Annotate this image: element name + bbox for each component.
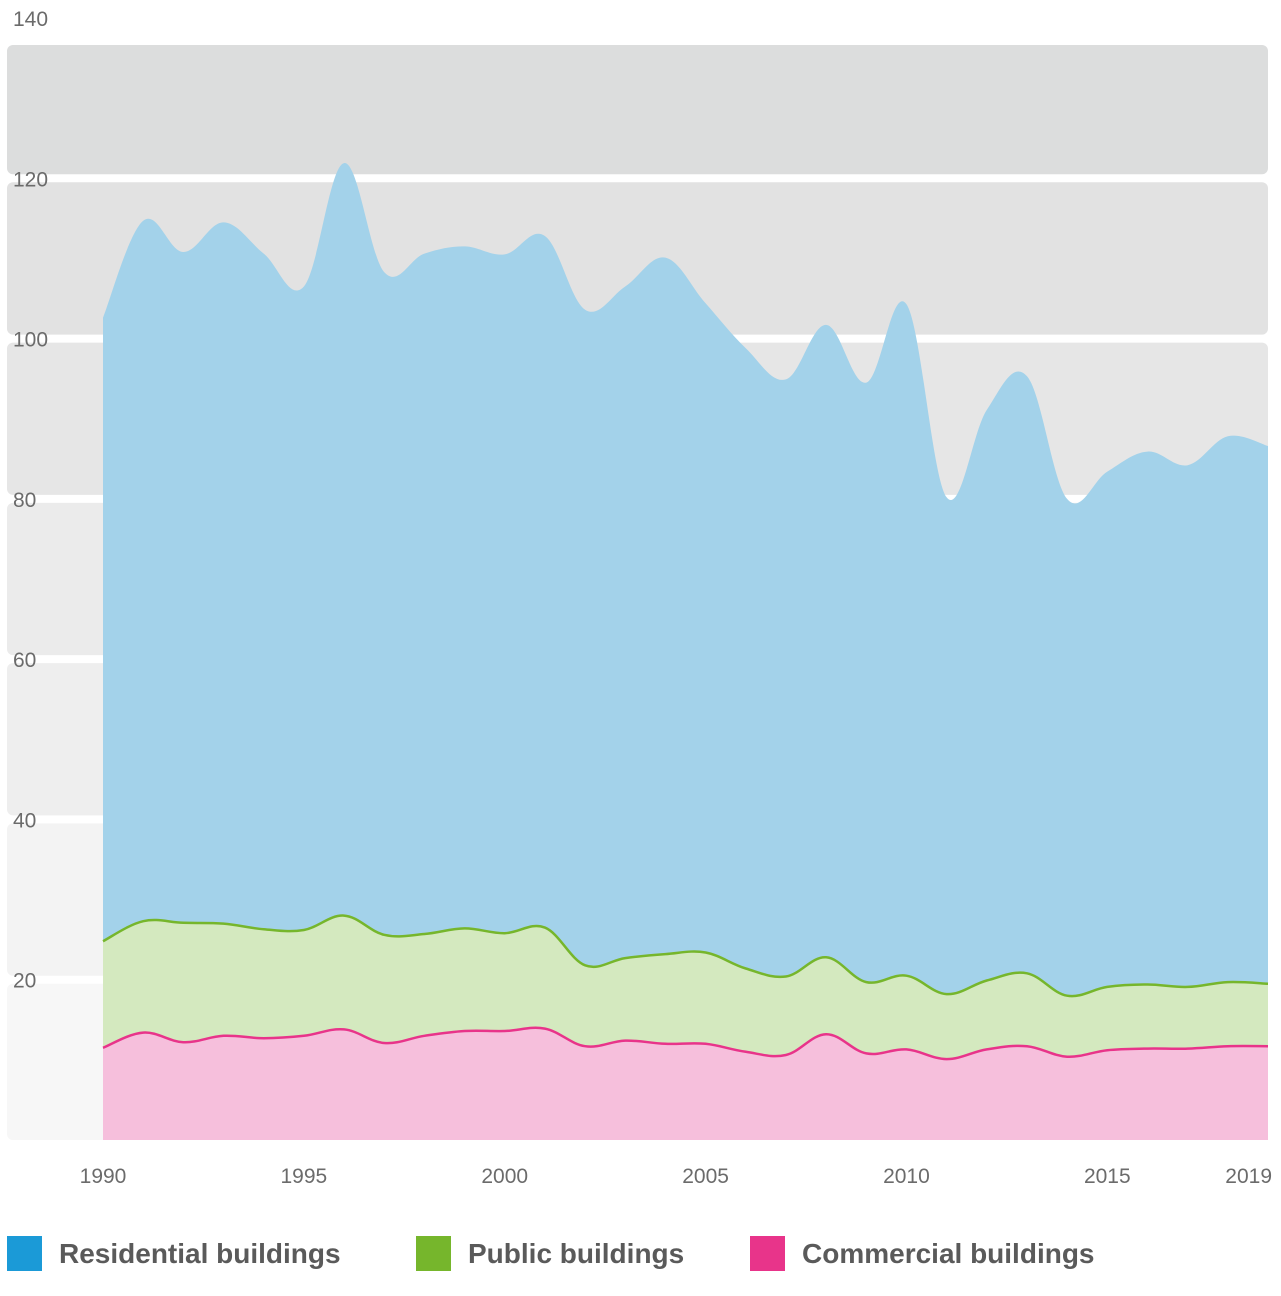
x-axis-ticks: 1990 1995 2000 2005 2010 2015 2019 bbox=[80, 1165, 1272, 1188]
x-tick-label: 1995 bbox=[281, 1165, 328, 1188]
legend-swatch-commercial bbox=[750, 1236, 785, 1271]
x-tick-label: 2019 bbox=[1225, 1165, 1272, 1188]
legend-item-residential[interactable]: Residential buildings bbox=[7, 1236, 341, 1271]
x-tick-label: 2010 bbox=[883, 1165, 930, 1188]
grid-band bbox=[7, 45, 1268, 175]
line-commercial bbox=[102, 1026, 1269, 1061]
legend: Residential buildings Public buildings C… bbox=[0, 1236, 1281, 1296]
y-tick-label: 60 bbox=[13, 649, 36, 672]
x-tick-label: 2015 bbox=[1084, 1165, 1131, 1188]
y-tick-label: 20 bbox=[13, 970, 36, 993]
area-commercial bbox=[103, 1027, 1268, 1140]
x-tick-label: 2005 bbox=[682, 1165, 729, 1188]
x-tick-label: 1990 bbox=[80, 1165, 127, 1188]
line-public bbox=[102, 914, 1269, 998]
y-tick-label: 120 bbox=[13, 168, 48, 191]
area-residential bbox=[103, 163, 1268, 1140]
series-lines bbox=[102, 914, 1269, 1061]
legend-label-commercial: Commercial buildings bbox=[802, 1237, 1095, 1269]
y-tick-label: 100 bbox=[13, 329, 48, 352]
legend-item-commercial[interactable]: Commercial buildings bbox=[750, 1236, 1095, 1271]
y-axis-ticks: 20 40 60 80 100 120 140 bbox=[13, 8, 48, 993]
legend-item-public[interactable]: Public buildings bbox=[416, 1236, 684, 1271]
plot-areas bbox=[103, 163, 1268, 1140]
legend-label-residential: Residential buildings bbox=[59, 1237, 341, 1269]
legend-label-public: Public buildings bbox=[468, 1237, 685, 1269]
x-tick-label: 2000 bbox=[481, 1165, 528, 1188]
y-tick-label: 40 bbox=[13, 809, 36, 832]
y-tick-label: 140 bbox=[13, 8, 48, 31]
legend-swatch-public bbox=[416, 1236, 451, 1271]
legend-swatch-residential bbox=[7, 1236, 42, 1271]
y-tick-label: 80 bbox=[13, 489, 36, 512]
stacked-area-chart: 20 40 60 80 100 120 140 1990 1995 2000 2005 2010 20… bbox=[7, 8, 1272, 1188]
